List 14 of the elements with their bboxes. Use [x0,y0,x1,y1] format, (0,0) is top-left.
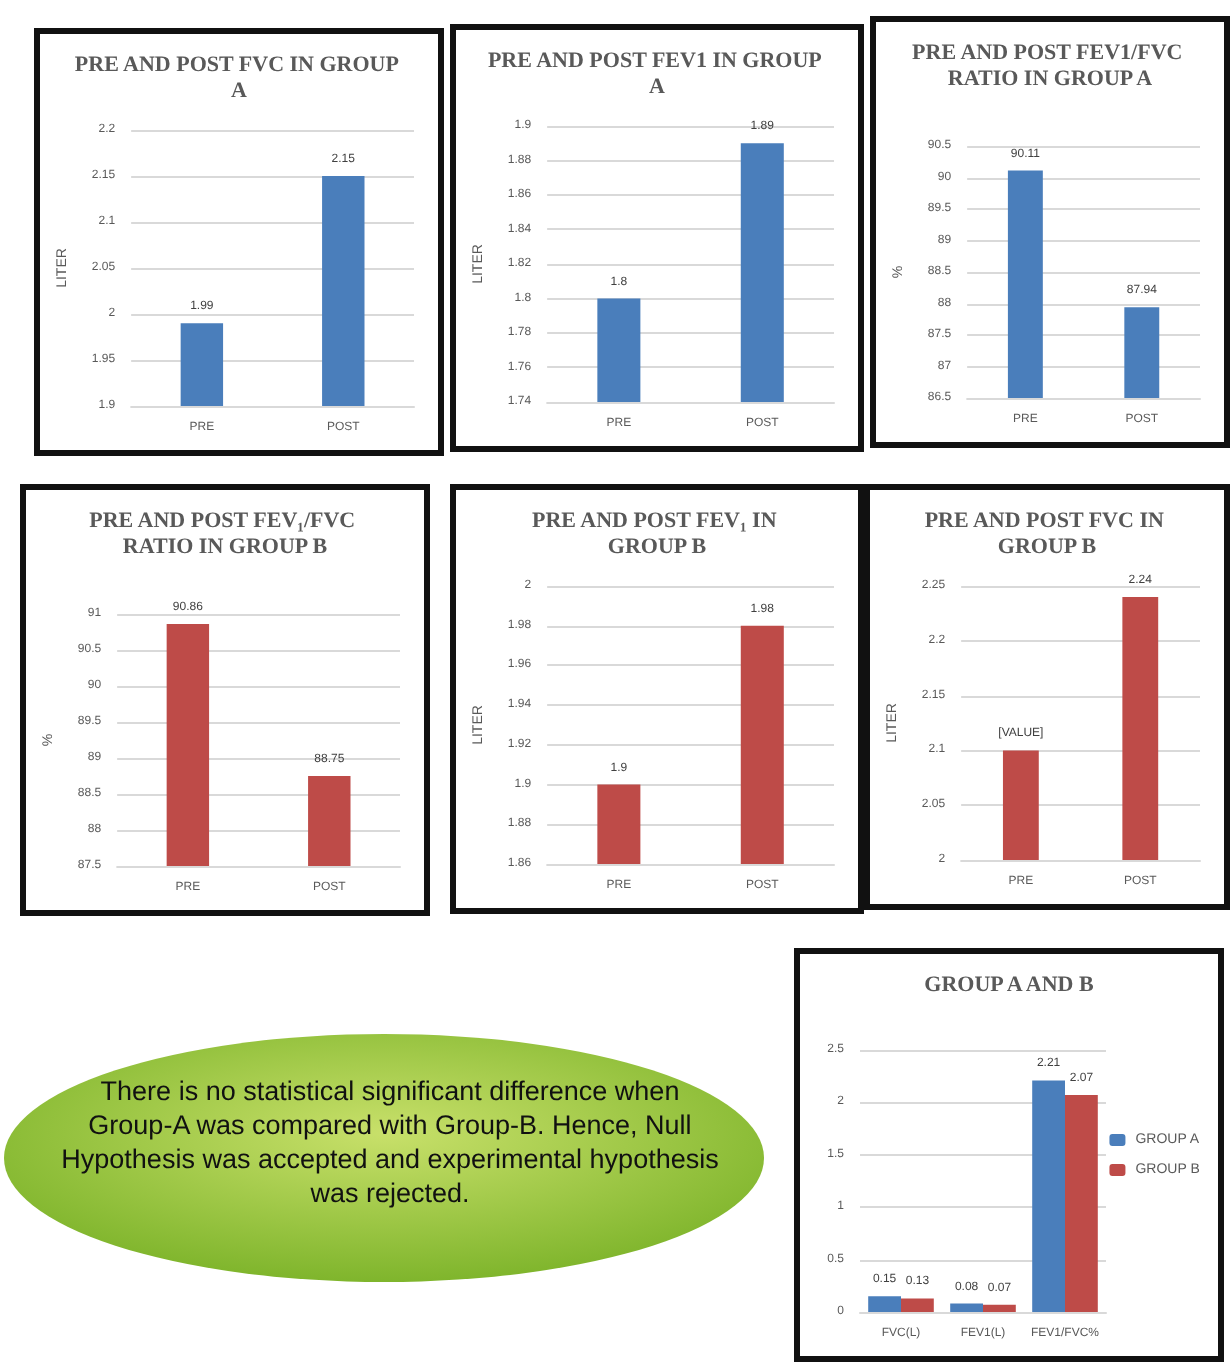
chart-title: PRE AND POST FEV₁/FVC RATIO IN GROUP B [89,509,361,559]
chart-title: PRE AND POST FEV1/FVC RATIO IN GROUP A [912,41,1188,91]
chart-title: PRE AND POST FVC IN GROUP B [924,509,1170,559]
bar [983,1304,1016,1312]
text: There is no statistical significant difference when Group-A was compared with Group-B. Hence, Null Hypothesis was accepted and experimental hypothesis was rejected. [60,1074,720,1210]
bar [901,1298,934,1312]
chart-title: PRE AND POST FEV1 IN GROUP A [487,49,827,99]
bar [950,1303,983,1312]
chart-title: PRE AND POST FEV₁ IN GROUP B [531,509,783,559]
chart-title: PRE AND POST FVC IN GROUP A [74,53,404,103]
bar [868,1296,901,1312]
bar [1065,1095,1098,1312]
bar [1032,1080,1065,1312]
chart-title: GROUP A AND B [924,973,1095,997]
